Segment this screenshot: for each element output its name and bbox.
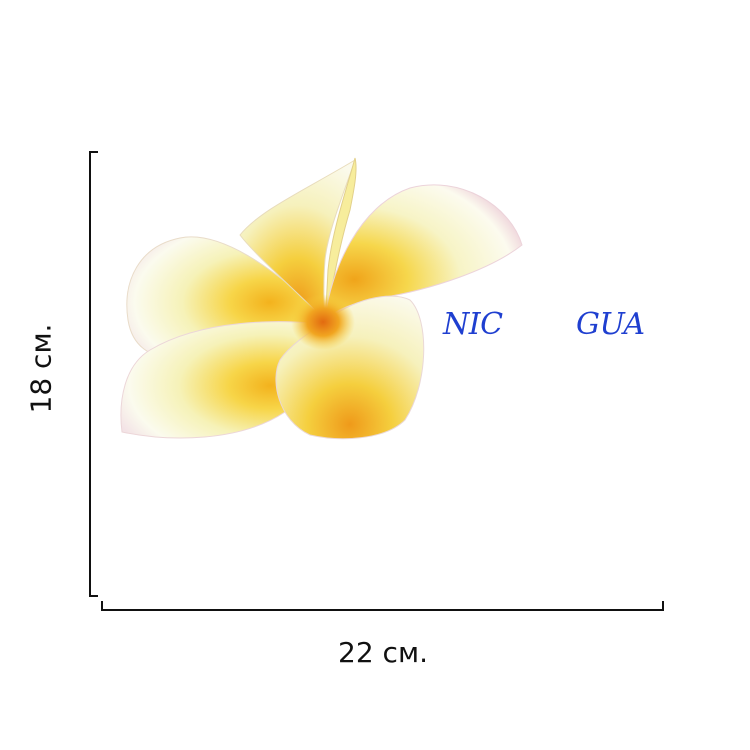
- width-label: 22 см.: [338, 636, 428, 669]
- code-label-nic: NIC: [443, 307, 503, 342]
- height-dimension-line: [89, 151, 91, 597]
- petal-top: [239, 158, 356, 322]
- flower-center: [291, 294, 355, 350]
- height-dimension-tick-top: [89, 151, 98, 153]
- width-dimension-line: [101, 609, 664, 611]
- height-dimension-tick-bottom: [89, 595, 98, 597]
- width-dimension-tick-right: [662, 601, 664, 611]
- code-label-gua: GUA: [576, 307, 645, 342]
- plumeria-flower-image: [120, 157, 523, 440]
- width-dimension-tick-left: [101, 601, 103, 611]
- petal-right-upper: [324, 184, 523, 322]
- height-label: 18 см.: [24, 323, 58, 414]
